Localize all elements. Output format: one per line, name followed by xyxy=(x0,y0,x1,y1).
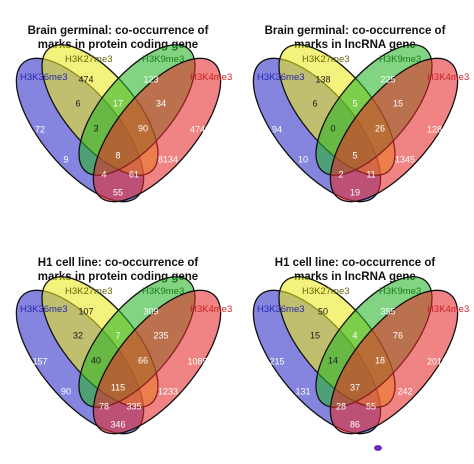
set-label-h3k9me3: H3K9me3 xyxy=(379,54,421,65)
region-count: 86 xyxy=(350,419,360,429)
region-count: 94 xyxy=(272,124,282,134)
region-count: 309 xyxy=(143,306,158,316)
region-count: 6 xyxy=(312,98,317,108)
watermark: 计算表观遗传学 xyxy=(371,440,466,456)
set-label-h3k4me3: H3K4me3 xyxy=(427,72,469,83)
region-count: 1284 xyxy=(427,124,447,134)
watermark-text: 计算表观遗传学 xyxy=(389,442,466,455)
region-count: 10 xyxy=(298,154,308,164)
region-count: 32 xyxy=(73,330,83,340)
set-label-h3k9me3: H3K9me3 xyxy=(379,286,421,297)
region-count: 5 xyxy=(352,98,357,108)
region-count: 157 xyxy=(32,356,47,366)
region-count: 5 xyxy=(352,150,357,160)
region-count: 242 xyxy=(397,386,412,396)
region-count: 1233 xyxy=(158,386,178,396)
venn-diagram: Brain germinal: co-occurrence of marks in… xyxy=(252,25,469,203)
region-count: 50 xyxy=(318,306,328,316)
set-ellipse-h3k4me3 xyxy=(92,289,222,435)
set-ellipse-h3k4me3 xyxy=(92,57,222,203)
region-count: 215 xyxy=(269,356,284,366)
set-label-h3k9me3: H3K9me3 xyxy=(142,286,184,297)
set-label-h3k4me3: H3K4me3 xyxy=(427,304,469,315)
venn-panel: Brain germinal: co-occurrence of marks in… xyxy=(237,0,474,232)
region-count: 4 xyxy=(352,330,357,340)
set-label-h3k27me3: H3K27me3 xyxy=(65,54,113,65)
venn-panel: H1 cell line: co-occurrence of marks in l… xyxy=(237,232,474,464)
panel-title-line1: Brain germinal: co-occurrence of xyxy=(28,25,209,37)
venn-diagram: H1 cell line: co-occurrence of marks in l… xyxy=(252,257,469,435)
region-count: 8 xyxy=(115,150,120,160)
region-count: 346 xyxy=(110,419,125,429)
set-label-h3k27me3: H3K27me3 xyxy=(302,54,350,65)
region-count: 55 xyxy=(113,187,123,197)
set-label-h3k4me3: H3K4me3 xyxy=(190,304,232,315)
region-count: 225 xyxy=(380,74,395,84)
region-count: 4 xyxy=(101,169,106,179)
wechat-icon xyxy=(371,441,385,455)
set-label-h3k36me3: H3K36me3 xyxy=(257,72,305,83)
set-label-h3k27me3: H3K27me3 xyxy=(302,286,350,297)
region-count: 235 xyxy=(153,330,168,340)
region-count: 40 xyxy=(91,355,101,365)
region-count: 4749 xyxy=(190,124,210,134)
panel-title-line1: H1 cell line: co-occurrence of xyxy=(38,257,199,269)
region-count: 6 xyxy=(75,98,80,108)
set-label-h3k36me3: H3K36me3 xyxy=(20,72,68,83)
region-count: 19 xyxy=(350,187,360,197)
region-count: 15 xyxy=(310,330,320,340)
region-count: 10851 xyxy=(187,356,212,366)
set-label-h3k4me3: H3K4me3 xyxy=(190,72,232,83)
region-count: 90 xyxy=(138,123,148,133)
region-count: 78 xyxy=(99,401,109,411)
region-count: 131 xyxy=(295,386,310,396)
region-count: 11 xyxy=(366,169,375,179)
region-count: 17 xyxy=(113,98,123,108)
region-count: 115 xyxy=(111,382,125,392)
region-count: 335 xyxy=(126,401,141,411)
region-count: 355 xyxy=(380,306,395,316)
region-count: 90 xyxy=(61,386,71,396)
region-count: 61 xyxy=(129,169,139,179)
region-count: 0 xyxy=(330,123,335,133)
region-count: 8134 xyxy=(158,154,178,164)
region-count: 1345 xyxy=(395,154,415,164)
region-count: 76 xyxy=(393,330,403,340)
region-count: 55 xyxy=(366,401,376,411)
region-count: 138 xyxy=(315,74,330,84)
set-ellipse-h3k4me3 xyxy=(329,57,459,203)
region-count: 2013 xyxy=(427,356,447,366)
region-count: 15 xyxy=(393,98,403,108)
region-count: 474 xyxy=(78,74,93,84)
panel-title-line2: marks in lncRNA gene xyxy=(294,39,416,51)
region-count: 107 xyxy=(78,306,93,316)
panel-title-line2: marks in lncRNA gene xyxy=(294,271,416,283)
panel-title-line1: H1 cell line: co-occurrence of xyxy=(275,257,436,269)
venn-panel: H1 cell line: co-occurrence of marks in p… xyxy=(0,232,237,464)
panel-title-line1: Brain germinal: co-occurrence of xyxy=(265,25,446,37)
region-count: 28 xyxy=(336,401,346,411)
venn-panel: Brain germinal: co-occurrence of marks in… xyxy=(0,0,237,232)
set-label-h3k27me3: H3K27me3 xyxy=(65,286,113,297)
set-ellipse-h3k4me3 xyxy=(329,289,459,435)
set-label-h3k9me3: H3K9me3 xyxy=(142,54,184,65)
set-label-h3k36me3: H3K36me3 xyxy=(257,304,305,315)
region-count: 18 xyxy=(375,355,385,365)
region-count: 37 xyxy=(350,382,360,392)
region-count: 3 xyxy=(93,123,98,133)
region-count: 34 xyxy=(156,98,166,108)
region-count: 9 xyxy=(63,154,68,164)
region-count: 26 xyxy=(375,123,385,133)
region-count: 123 xyxy=(143,74,158,84)
region-count: 2 xyxy=(338,169,343,179)
region-count: 72 xyxy=(35,124,45,134)
region-count: 66 xyxy=(138,355,148,365)
region-count: 14 xyxy=(328,355,338,365)
region-count: 7 xyxy=(115,330,120,340)
set-label-h3k36me3: H3K36me3 xyxy=(20,304,68,315)
